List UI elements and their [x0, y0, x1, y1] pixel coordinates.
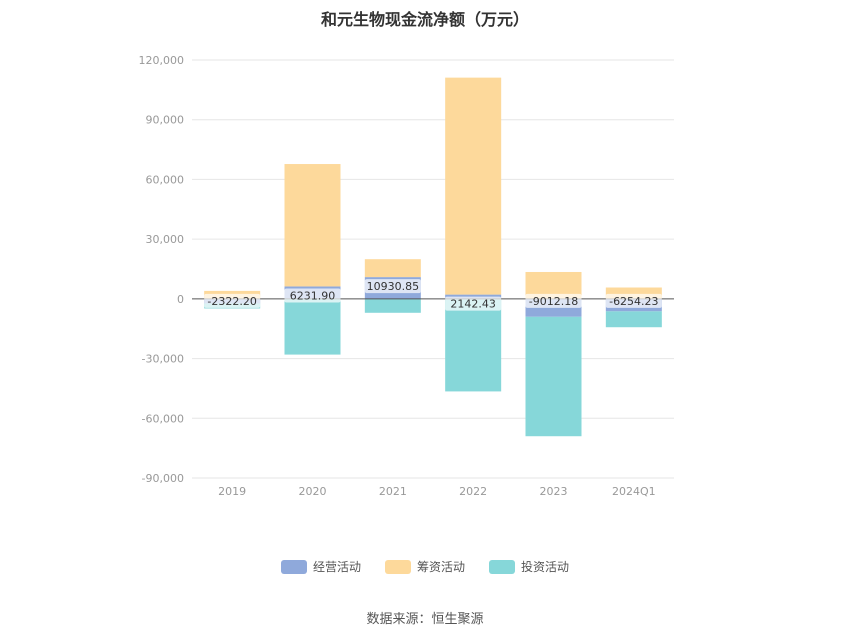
y-tick-label: 90,000 — [146, 114, 185, 127]
x-tick-label: 2023 — [540, 485, 568, 498]
data-label-operating-2024Q1: -6254.23 — [609, 295, 658, 308]
bar-investing-2024Q1 — [605, 311, 662, 328]
legend-swatch — [384, 559, 411, 574]
bar-investing-2022 — [445, 298, 502, 392]
data-label-operating-2022: 2142.43 — [450, 298, 496, 311]
legend-label: 筹资活动 — [416, 560, 465, 574]
bars — [204, 77, 662, 437]
y-tick-label: -60,000 — [142, 412, 184, 425]
x-tick-label: 2019 — [218, 485, 246, 498]
bar-financing-2022 — [445, 77, 502, 295]
bar-investing-2021 — [364, 298, 421, 313]
legend-item[interactable]: 筹资活动 — [384, 558, 465, 575]
legend: 经营活动 筹资活动 投资活动 — [0, 558, 850, 575]
source-note: 数据来源：恒生聚源 — [366, 612, 484, 627]
data-label-bg — [525, 293, 582, 308]
data-label-operating-2021: 10930.85 — [367, 280, 420, 293]
x-axis: 2019 2020 2021 2022 2023 2024Q1 — [192, 477, 674, 498]
data-label-operating-2019: -2322.20 — [207, 295, 256, 308]
legend-label: 经营活动 — [312, 560, 361, 574]
legend-item[interactable]: 经营活动 — [280, 558, 361, 575]
chart-title: 和元生物现金流净额（万元） — [320, 10, 529, 29]
bar-financing-2024Q1 — [605, 287, 662, 299]
y-tick-label: -30,000 — [142, 353, 184, 366]
data-label-bg — [204, 293, 261, 308]
y-tick-label: 60,000 — [146, 173, 185, 186]
y-tick-label: 0 — [177, 293, 184, 306]
x-tick-label: 2022 — [459, 485, 487, 498]
x-tick-label: 2020 — [299, 485, 327, 498]
y-tick-label: 120,000 — [139, 54, 185, 67]
legend-label: 投资活动 — [521, 560, 570, 574]
legend-swatch — [489, 559, 515, 574]
grid-lines — [192, 59, 674, 479]
legend-item[interactable]: 投资活动 — [489, 558, 569, 575]
data-label-operating-2023: -9012.18 — [529, 295, 578, 308]
bar-financing-2021 — [364, 259, 421, 278]
data-label-operating-2020: 6231.90 — [290, 289, 336, 302]
y-tick-label: 30,000 — [146, 233, 185, 246]
data-label-bg — [284, 288, 341, 303]
x-tick-label: 2021 — [379, 485, 407, 498]
data-label-bg — [605, 293, 662, 308]
data-labels: -2322.20 6231.90 10930.85 2142.43 -9012.18 -6… — [204, 279, 662, 311]
x-tick-label: 2024Q1 — [612, 485, 656, 498]
bar-financing-2020 — [284, 164, 341, 287]
data-label-bg — [445, 296, 502, 311]
legend-swatch — [280, 559, 307, 574]
bar-investing-2020 — [284, 298, 341, 355]
y-axis: 120,000 90,000 60,000 30,000 0 -30,000 -60,000… — [139, 54, 185, 485]
bar-investing-2023 — [525, 316, 582, 437]
y-tick-label: -90,000 — [142, 472, 184, 485]
data-label-bg — [364, 279, 421, 294]
